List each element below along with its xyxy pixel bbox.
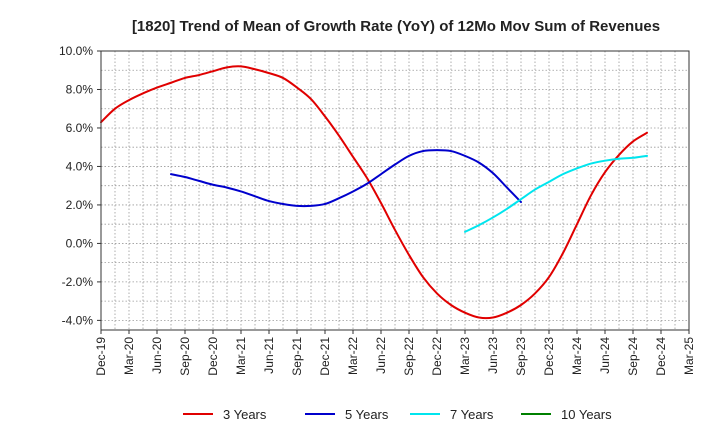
x-tick-label: Mar-23 (458, 337, 472, 375)
y-tick-label: 0.0% (66, 236, 94, 250)
legend: 3 Years 5 Years 7 Years 10 Years (183, 407, 612, 422)
x-tick-label: Jun-22 (374, 337, 388, 374)
x-tick-label: Dec-21 (318, 337, 332, 376)
x-tick-label: Dec-19 (94, 337, 108, 376)
y-axis-ticks: 10.0% 8.0% 6.0% 4.0% 2.0% 0.0% -2.0% -4.0% (59, 44, 101, 327)
series-lines (100, 65, 648, 320)
x-tick-label: Mar-24 (570, 337, 584, 375)
series-line-5-years (170, 149, 522, 208)
x-tick-label: Sep-24 (626, 337, 640, 376)
x-tick-label: Jun-20 (150, 337, 164, 374)
plot-frame (100, 50, 690, 331)
y-tick-label: 4.0% (66, 159, 94, 173)
y-tick-label: 2.0% (66, 198, 94, 212)
x-tick-label: Mar-22 (346, 337, 360, 375)
y-tick-label: 8.0% (66, 82, 94, 96)
series-line-3-years (100, 65, 648, 320)
grid (100, 50, 690, 330)
legend-label: 10 Years (561, 407, 612, 422)
y-tick-label: 10.0% (59, 44, 93, 58)
x-axis-ticks: Dec-19 Mar-20 Jun-20 Sep-20 Dec-20 Mar-21 Jun-… (94, 330, 696, 376)
chart-title: [1820] Trend of Mean of Growth Rate (YoY… (132, 18, 660, 35)
legend-label: 3 Years (223, 407, 267, 422)
y-tick-label: -4.0% (62, 313, 94, 327)
x-tick-label: Mar-25 (682, 337, 696, 375)
y-tick-label: -2.0% (62, 275, 94, 289)
x-tick-label: Dec-24 (654, 337, 668, 376)
x-tick-label: Sep-21 (290, 337, 304, 376)
x-tick-label: Sep-23 (514, 337, 528, 376)
legend-label: 7 Years (450, 407, 494, 422)
x-tick-label: Mar-20 (122, 337, 136, 375)
x-tick-label: Jun-24 (598, 337, 612, 374)
x-tick-label: Dec-20 (206, 337, 220, 376)
x-tick-label: Jun-23 (486, 337, 500, 374)
y-tick-label: 6.0% (66, 121, 94, 135)
x-tick-label: Sep-22 (402, 337, 416, 376)
x-tick-label: Mar-21 (234, 337, 248, 375)
x-tick-label: Sep-20 (178, 337, 192, 376)
legend-label: 5 Years (345, 407, 389, 422)
x-tick-label: Dec-23 (542, 337, 556, 376)
series-line-7-years (464, 154, 648, 233)
x-tick-label: Dec-22 (430, 337, 444, 376)
x-tick-label: Jun-21 (262, 337, 276, 374)
